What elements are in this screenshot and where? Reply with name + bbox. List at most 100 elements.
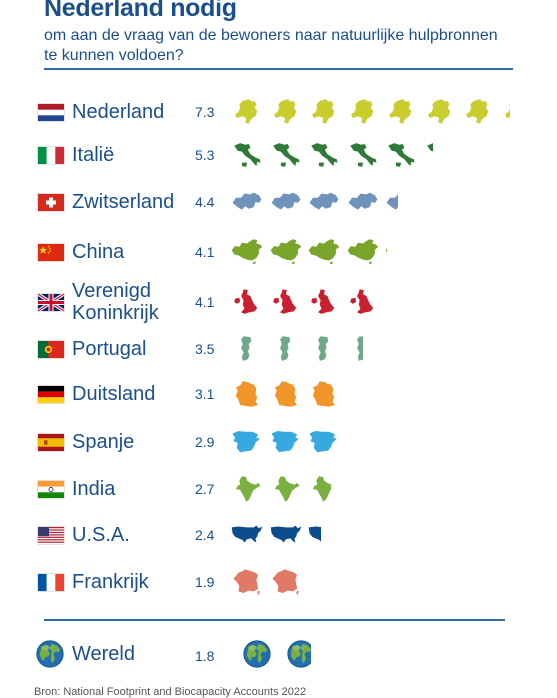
value-icon-unit (346, 237, 380, 267)
value-icon-unit (269, 379, 303, 409)
value-icon-unit (269, 520, 303, 550)
value-icon-unit (307, 97, 341, 127)
flag-in-icon (38, 480, 64, 498)
chart-row: Duitsland 3.1 (0, 372, 557, 416)
globe-icon (243, 640, 271, 668)
chart-row: Wereld 1.8 (0, 632, 557, 676)
netherlands-map-icon (235, 99, 258, 124)
value-icon-unit (384, 237, 388, 267)
flag-uk-icon (38, 293, 64, 311)
value-icon-unit (307, 379, 341, 409)
value-icon-unit (230, 427, 264, 457)
value-icon-unit (269, 187, 303, 217)
chart-row: India 2.7 (0, 467, 557, 511)
italy-map-icon (349, 143, 377, 167)
usa-map-icon (231, 525, 263, 543)
country-label: Nederland (72, 101, 165, 123)
value-icon-unit (230, 520, 264, 550)
value-icon-unit (307, 187, 341, 217)
india-map-icon (235, 476, 261, 502)
value-icon-unit (269, 567, 300, 597)
value-label: 7.3 (195, 104, 215, 120)
value-label: 4.1 (195, 294, 215, 310)
value-label: 1.8 (195, 648, 215, 664)
switzerland-map-icon (386, 194, 398, 210)
page-title: Nederland nodig (44, 0, 237, 22)
value-icon-unit (307, 237, 341, 267)
value-icon-unit (384, 287, 387, 317)
value-icon-unit (269, 287, 303, 317)
value-icon-unit (307, 520, 321, 550)
germany-map-icon (346, 379, 349, 409)
netherlands-map-icon (389, 99, 412, 124)
value-label: 2.4 (195, 527, 215, 543)
value-icon-unit (346, 97, 380, 127)
flag-pt-icon (38, 340, 64, 358)
france-map-icon (271, 569, 299, 595)
page-subtitle: om aan de vraag van de bewoners naar nat… (44, 27, 498, 64)
value-icon-unit (384, 187, 398, 217)
spain-map-icon (232, 430, 260, 453)
value-icon-unit (346, 334, 363, 364)
divider-bottom (44, 619, 505, 621)
value-icon-unit (384, 97, 418, 127)
netherlands-map-icon (427, 99, 450, 124)
value-icon-unit (500, 97, 510, 127)
globe-icon (36, 640, 64, 668)
netherlands-map-icon (273, 99, 296, 124)
country-label: Frankrijk (72, 571, 149, 593)
italy-map-icon (311, 143, 338, 167)
china-map-icon (308, 239, 340, 264)
value-icon-unit (346, 187, 380, 217)
italy-map-icon (272, 143, 300, 167)
usa-map-icon (270, 525, 301, 543)
china-map-icon (231, 239, 263, 264)
uk-map-icon (311, 289, 335, 314)
country-label: Spanje (72, 431, 135, 453)
value-icon-unit (284, 639, 312, 669)
value-icon-unit (269, 97, 303, 127)
value-icon-unit (269, 237, 303, 267)
value-icon-unit (307, 474, 331, 504)
country-label: Portugal (72, 338, 147, 360)
value-icon-unit (346, 379, 349, 409)
chart-row: Nederland 7.3 (0, 90, 557, 134)
value-label: 4.1 (195, 244, 215, 260)
uk-map-icon (384, 287, 387, 317)
value-icon-unit (230, 237, 264, 267)
spain-map-icon (271, 430, 299, 453)
switzerland-map-icon (309, 192, 339, 210)
china-map-icon (270, 239, 301, 264)
portugal-map-icon (279, 336, 290, 361)
value-icon-unit (230, 474, 264, 504)
chart-row: China 4.1 (0, 230, 557, 274)
country-label: India (72, 478, 116, 500)
chart-row: Zwitserland 4.4 (0, 180, 557, 224)
india-map-icon (312, 476, 331, 502)
value-icon-unit (307, 427, 338, 457)
value-icon-unit (384, 140, 418, 170)
value-icon-unit (269, 474, 303, 504)
value-icon-unit (423, 140, 433, 170)
value-icon-unit (346, 140, 380, 170)
value-icon-unit (230, 567, 264, 597)
country-label: Duitsland (72, 383, 156, 405)
china-map-icon (385, 248, 388, 254)
value-icon-unit (230, 334, 264, 364)
switzerland-map-icon (232, 192, 262, 210)
country-label: China (72, 241, 125, 263)
china-map-icon (347, 239, 378, 264)
italy-map-icon (426, 143, 433, 152)
netherlands-map-icon (504, 103, 510, 118)
value-icon-unit (230, 97, 264, 127)
flag-es-icon (38, 433, 64, 451)
netherlands-map-icon (312, 99, 335, 124)
value-icon-unit (230, 287, 264, 317)
switzerland-map-icon (348, 192, 377, 210)
value-icon-unit (240, 639, 274, 669)
italy-map-icon (234, 143, 261, 167)
value-icon-unit (307, 287, 341, 317)
value-icon-unit (269, 140, 303, 170)
source-note: Bron: National Footprint and Biocapacity… (34, 686, 307, 698)
chart-row: Italië 5.3 (0, 133, 557, 177)
